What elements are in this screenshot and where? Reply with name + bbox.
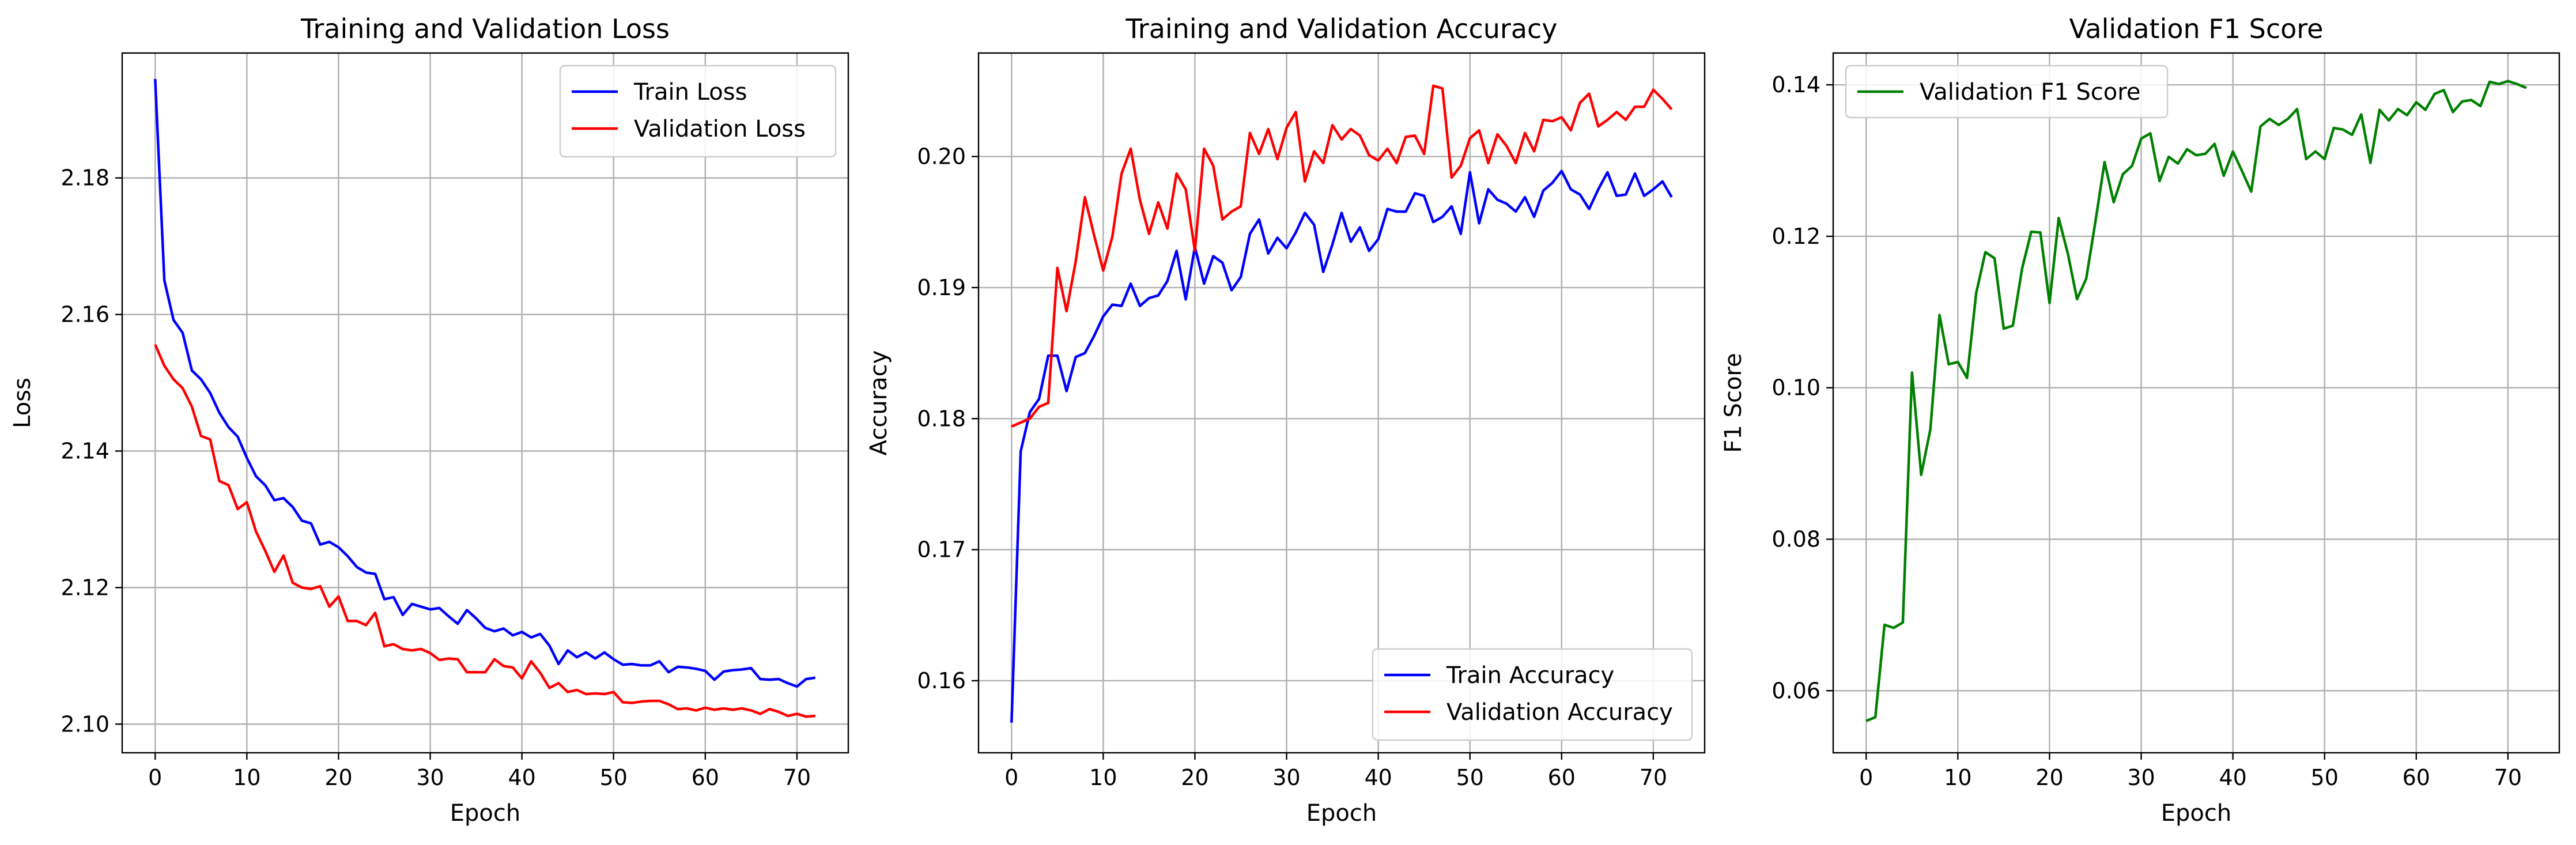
chart-panel-2: 0 10 20 30 40 50 60 70 0.06 0.08 0.10 0.12 0.14 Valid… xyxy=(1720,13,2560,827)
y-tick-label: 2.14 xyxy=(61,438,109,463)
axes-frame xyxy=(977,52,1706,754)
x-tick-label: 20 xyxy=(2035,765,2063,790)
plot-area xyxy=(122,53,848,753)
y-tick-label: 0.20 xyxy=(917,144,966,169)
y-tick-label: 2.10 xyxy=(61,711,109,737)
x-tick-label: 70 xyxy=(2494,765,2522,790)
x-tick-label: 30 xyxy=(416,765,444,790)
chart-panel-0: 0 10 20 30 40 50 60 70 2.10 2.12 2.14 2.16 2.18 Train… xyxy=(9,13,849,827)
legend-label: Train Loss xyxy=(633,79,747,105)
y-tick-label: 0.06 xyxy=(1772,678,1820,703)
x-tick-label: 0 xyxy=(148,765,162,790)
axes-frame xyxy=(121,52,849,754)
x-tick-label: 40 xyxy=(2219,765,2246,790)
x-axis-label: Epoch xyxy=(1306,800,1377,827)
x-tick-label: 0 xyxy=(1004,765,1018,790)
x-axis-label: Epoch xyxy=(450,800,520,827)
y-tick-label: 0.18 xyxy=(917,406,966,431)
plot-area xyxy=(1833,53,2559,753)
y-axis-label: Loss xyxy=(9,378,36,428)
legend-label: Validation F1 Score xyxy=(1920,79,2140,105)
x-tick-label: 50 xyxy=(2311,765,2339,790)
chart-panel-1: 0 10 20 30 40 50 60 70 0.16 0.17 0.18 0.19 0.20 Train… xyxy=(866,13,1706,827)
chart-title: Training and Validation Accuracy xyxy=(1125,13,1557,44)
legend: Train Accuracy Validation Accuracy xyxy=(1372,648,1693,741)
axes-frame xyxy=(1832,52,2560,754)
y-axis-label: Accuracy xyxy=(866,350,892,456)
x-tick-label: 70 xyxy=(1640,765,1667,790)
series-line-1 xyxy=(154,344,815,718)
x-tick-label: 60 xyxy=(692,765,719,790)
chart-title: Training and Validation Loss xyxy=(300,13,670,44)
y-tick-label: 2.16 xyxy=(61,302,109,327)
series-line-0 xyxy=(1865,80,2527,722)
series-line-0 xyxy=(154,78,816,688)
y-tick-label: 0.12 xyxy=(1772,224,1820,249)
series-line-1 xyxy=(1011,84,1673,428)
legend-box xyxy=(1372,648,1693,741)
x-tick-label: 30 xyxy=(1272,765,1300,790)
x-tick-label: 50 xyxy=(600,765,628,790)
y-tick-label: 0.19 xyxy=(917,275,966,300)
y-tick-label: 2.18 xyxy=(61,165,109,191)
x-tick-label: 10 xyxy=(233,765,260,790)
legend: Train Loss Validation Loss xyxy=(559,65,837,158)
plot-area xyxy=(979,53,1705,753)
legend-label: Train Accuracy xyxy=(1446,662,1614,689)
x-tick-label: 70 xyxy=(783,765,811,790)
legend-box xyxy=(559,65,837,158)
x-tick-label: 10 xyxy=(1944,765,1971,790)
x-tick-label: 40 xyxy=(1364,765,1392,790)
y-tick-label: 0.17 xyxy=(917,537,966,563)
x-tick-label: 20 xyxy=(324,765,352,790)
legend-label: Validation Loss xyxy=(634,116,806,142)
x-tick-label: 60 xyxy=(1548,765,1576,790)
legend-box xyxy=(1845,65,2169,119)
x-tick-label: 40 xyxy=(508,765,535,790)
y-tick-label: 2.12 xyxy=(61,575,109,600)
y-tick-label: 0.10 xyxy=(1772,375,1820,401)
x-tick-label: 50 xyxy=(1456,765,1484,790)
chart-title: Validation F1 Score xyxy=(2069,13,2324,44)
x-tick-label: 0 xyxy=(1859,765,1873,790)
x-tick-label: 60 xyxy=(2403,765,2430,790)
series-line-0 xyxy=(1010,169,1673,723)
x-tick-label: 10 xyxy=(1089,765,1117,790)
legend: Validation F1 Score xyxy=(1845,65,2169,119)
x-tick-label: 30 xyxy=(2127,765,2155,790)
y-tick-label: 0.08 xyxy=(1772,526,1820,552)
y-tick-label: 0.16 xyxy=(917,668,966,693)
x-tick-label: 20 xyxy=(1181,765,1208,790)
y-axis-label: F1 Score xyxy=(1720,353,1747,452)
legend-label: Validation Accuracy xyxy=(1446,699,1673,726)
x-axis-label: Epoch xyxy=(2161,800,2231,827)
y-tick-label: 0.14 xyxy=(1772,72,1820,97)
